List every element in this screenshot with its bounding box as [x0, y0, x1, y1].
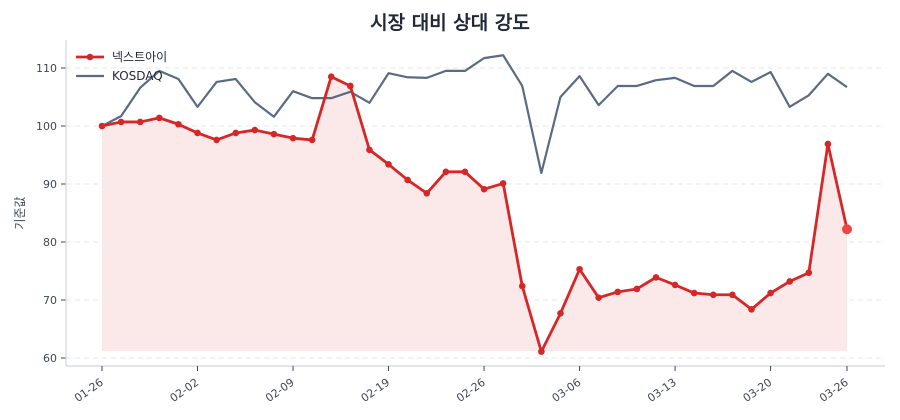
- data-point-marker: [194, 129, 201, 137]
- series-lines: [98, 54, 852, 355]
- data-point-marker: [480, 185, 488, 193]
- data-point-marker: [461, 168, 469, 176]
- series-line-kosdaq: [101, 54, 848, 175]
- y-tick-label: 100: [36, 120, 57, 133]
- x-tick-label: 03-20: [741, 376, 775, 405]
- x-tick-label: 03-13: [645, 376, 679, 405]
- data-point-marker: [136, 118, 144, 126]
- data-point-marker: [729, 291, 736, 299]
- y-tick-label: 110: [36, 62, 57, 75]
- data-point-marker: [576, 265, 583, 273]
- y-tick-label: 90: [43, 178, 57, 191]
- y-tick-label: 70: [43, 294, 57, 307]
- y-tick-label: 80: [43, 236, 57, 249]
- data-point-marker: [327, 73, 335, 80]
- data-point-marker: [518, 282, 526, 290]
- data-point-marker: [385, 160, 392, 168]
- y-tick-label: 60: [43, 352, 57, 365]
- data-point-marker: [366, 146, 373, 154]
- legend-label: KOSDAQ: [112, 69, 163, 83]
- legend-marker: [86, 53, 94, 61]
- x-tick-label: 03-26: [817, 376, 851, 405]
- x-tick-label: 01-26: [72, 376, 106, 405]
- data-point-marker: [748, 305, 755, 313]
- data-point-marker: [671, 281, 679, 289]
- x-tick-label: 02-26: [454, 376, 488, 405]
- data-point-marker: [404, 176, 411, 184]
- x-tick-label: 02-09: [263, 376, 297, 405]
- last-point-marker: [842, 224, 852, 235]
- data-point-marker: [805, 269, 813, 277]
- data-point-marker: [557, 310, 564, 317]
- data-point-marker: [175, 120, 182, 128]
- data-point-marker: [156, 114, 163, 122]
- data-point-marker: [98, 122, 106, 130]
- series-line-nextai: [101, 75, 849, 354]
- data-point-marker: [652, 274, 660, 281]
- series-fill-nextai: [102, 76, 847, 352]
- x-tick-label: 02-19: [359, 376, 393, 405]
- series-fill-area: [102, 76, 847, 352]
- data-point-marker: [213, 136, 220, 144]
- x-tick-label: 03-06: [550, 376, 584, 405]
- data-point-marker: [289, 134, 297, 142]
- data-point-marker: [824, 140, 832, 148]
- data-point-marker: [538, 348, 545, 355]
- chart-title: 시장 대비 상대 강도: [370, 12, 530, 34]
- data-point-marker: [633, 285, 641, 293]
- data-point-marker: [767, 289, 774, 297]
- data-point-marker: [251, 126, 259, 134]
- y-axis-label: 기준값: [13, 196, 27, 229]
- data-point-marker: [709, 291, 717, 299]
- legend-label: 넥스트아이: [112, 50, 167, 64]
- data-point-marker: [232, 129, 240, 137]
- data-point-marker: [270, 130, 278, 138]
- data-point-marker: [499, 180, 507, 187]
- data-point-marker: [442, 168, 450, 176]
- data-point-marker: [117, 118, 125, 126]
- x-tick-label: 02-02: [168, 376, 202, 405]
- data-point-marker: [423, 189, 431, 197]
- data-point-marker: [347, 82, 354, 90]
- data-point-marker: [614, 288, 622, 296]
- data-point-marker: [690, 289, 698, 297]
- data-point-marker: [595, 294, 602, 301]
- data-point-marker: [308, 136, 316, 144]
- data-point-marker: [786, 278, 793, 285]
- legend: 넥스트아이 KOSDAQ: [76, 50, 167, 83]
